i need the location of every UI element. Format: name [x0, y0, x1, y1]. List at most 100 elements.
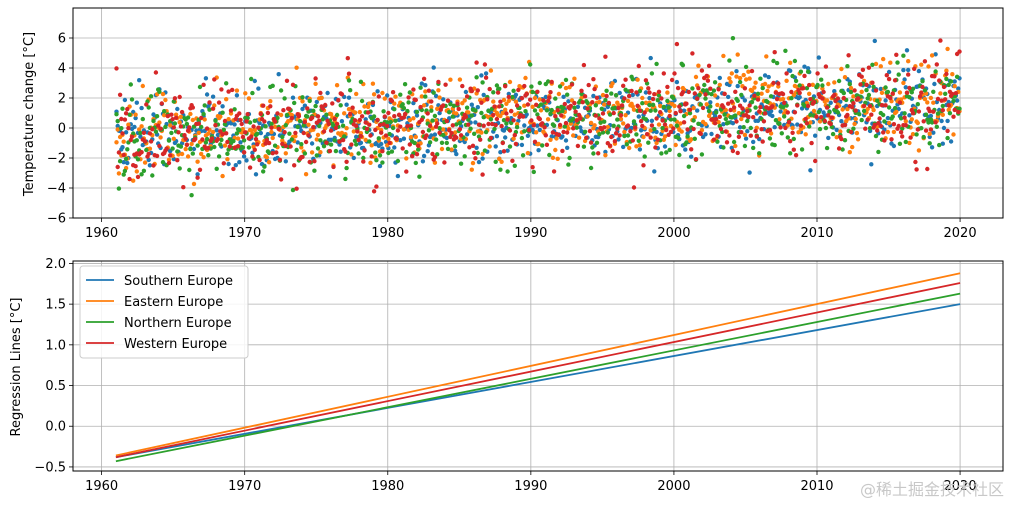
- scatter-point: [153, 70, 159, 75]
- scatter-point: [121, 172, 126, 177]
- scatter-point: [869, 112, 874, 117]
- scatter-point: [630, 138, 635, 143]
- scatter-point: [379, 141, 384, 147]
- scatter-point: [643, 117, 649, 122]
- scatter-point: [778, 109, 783, 114]
- scatter-point: [687, 107, 693, 113]
- scatter-point: [875, 98, 880, 103]
- scatter-point: [166, 160, 172, 166]
- scatter-point: [429, 108, 434, 113]
- scatter-point: [662, 134, 668, 139]
- scatter-point: [441, 127, 446, 132]
- scatter-point: [272, 119, 278, 124]
- scatter-point: [454, 135, 459, 140]
- scatter-point: [668, 129, 674, 135]
- scatter-point: [560, 148, 565, 154]
- scatter-point: [665, 84, 670, 90]
- scatter-point: [479, 130, 484, 135]
- scatter-point: [956, 86, 961, 91]
- scatter-point: [891, 122, 897, 127]
- scatter-point: [592, 123, 597, 128]
- scatter-point: [258, 111, 263, 117]
- scatter-point: [454, 151, 459, 157]
- scatter-point: [669, 77, 675, 83]
- scatter-point: [220, 132, 225, 137]
- scatter-point: [350, 105, 355, 110]
- y-tick-label: 0.0: [45, 420, 66, 435]
- scatter-point: [851, 101, 856, 106]
- scatter-point: [479, 73, 484, 78]
- scatter-point: [543, 94, 548, 100]
- scatter-point: [270, 83, 275, 89]
- scatter-point: [532, 139, 538, 144]
- x-tick-label: 1980: [371, 479, 404, 494]
- scatter-point: [689, 137, 694, 142]
- scatter-point: [838, 129, 843, 134]
- scatter-point: [668, 117, 674, 122]
- scatter-point: [783, 48, 788, 53]
- scatter-point: [739, 92, 744, 98]
- scatter-point: [748, 125, 753, 131]
- scatter-point: [627, 145, 632, 151]
- scatter-point: [137, 127, 142, 132]
- scatter-point: [199, 115, 204, 121]
- scatter-point: [140, 83, 145, 89]
- scatter-point: [373, 150, 378, 155]
- scatter-point: [241, 154, 247, 159]
- scatter-point: [425, 111, 430, 116]
- scatter-point: [679, 129, 684, 134]
- scatter-point: [576, 112, 582, 118]
- scatter-point: [404, 149, 409, 155]
- scatter-point: [929, 145, 935, 150]
- scatter-point: [715, 133, 720, 139]
- scatter-point: [655, 137, 660, 142]
- scatter-point: [426, 128, 432, 133]
- scatter-point: [765, 99, 770, 105]
- scatter-point: [274, 150, 279, 155]
- scatter-point: [346, 95, 352, 100]
- scatter-point: [808, 97, 813, 102]
- scatter-point: [381, 122, 386, 127]
- scatter-point: [569, 82, 575, 87]
- scatter-point: [524, 91, 529, 97]
- scatter-point: [264, 155, 269, 160]
- scatter-point: [706, 108, 712, 114]
- scatter-point: [755, 97, 761, 102]
- scatter-point: [164, 146, 169, 151]
- scatter-point: [195, 172, 200, 177]
- scatter-point: [122, 117, 128, 122]
- scatter-point: [125, 147, 130, 152]
- scatter-point: [556, 132, 562, 137]
- scatter-point: [884, 73, 889, 78]
- scatter-point: [262, 164, 267, 169]
- scatter-point: [712, 121, 718, 126]
- scatter-point: [232, 107, 237, 112]
- scatter-point: [695, 96, 700, 101]
- scatter-point: [452, 144, 458, 149]
- scatter-point: [907, 140, 912, 146]
- scatter-point: [630, 104, 635, 109]
- scatter-point: [751, 139, 756, 145]
- scatter-point: [565, 130, 570, 135]
- scatter-point: [618, 113, 624, 118]
- scatter-point: [861, 108, 867, 114]
- scatter-point: [867, 126, 873, 131]
- scatter-point: [689, 147, 694, 152]
- x-tick-label: 2010: [800, 479, 833, 494]
- scatter-point: [675, 85, 681, 91]
- scatter-point: [629, 88, 634, 94]
- scatter-point: [544, 108, 550, 113]
- scatter-point: [735, 83, 740, 89]
- scatter-point: [481, 115, 486, 120]
- scatter-point: [762, 81, 768, 87]
- scatter-point: [362, 104, 367, 109]
- scatter-point: [344, 102, 349, 107]
- scatter-point: [938, 38, 943, 43]
- scatter-point: [297, 119, 303, 124]
- scatter-point: [427, 140, 433, 145]
- scatter-point: [402, 111, 408, 117]
- scatter-point: [220, 173, 225, 179]
- scatter-point: [920, 84, 925, 90]
- scatter-point: [125, 160, 130, 166]
- scatter-point: [201, 82, 206, 88]
